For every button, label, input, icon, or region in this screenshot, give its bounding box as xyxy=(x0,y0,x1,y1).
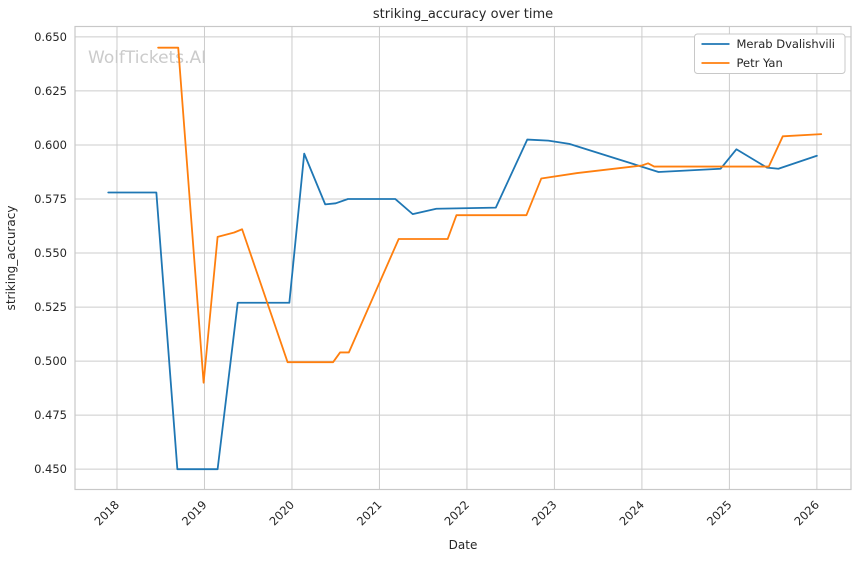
y-tick-label: 0.500 xyxy=(34,354,67,368)
grid xyxy=(75,26,851,490)
y-axis-label: striking_accuracy xyxy=(4,206,18,311)
y-tick-label: 0.450 xyxy=(34,462,67,476)
legend: Merab Dvalishvili Petr Yan xyxy=(694,33,846,74)
y-tick-label: 0.525 xyxy=(34,300,67,314)
y-tick-label: 0.650 xyxy=(34,30,67,44)
legend-label: Petr Yan xyxy=(737,56,783,70)
legend-box xyxy=(694,33,846,74)
legend-label: Merab Dvalishvili xyxy=(737,37,836,51)
y-tick-label: 0.575 xyxy=(34,192,67,206)
y-tick-label: 0.600 xyxy=(34,138,67,152)
series-line-petr-yan xyxy=(157,46,823,384)
series-line-merab-dvalishvili xyxy=(107,138,818,471)
plot-border xyxy=(74,25,852,491)
y-tick-label: 0.550 xyxy=(34,246,67,260)
y-tick-label: 0.625 xyxy=(34,84,67,98)
chart-title: striking_accuracy over time xyxy=(373,7,553,22)
y-tick-label: 0.475 xyxy=(34,408,67,422)
watermark-text: WolfTickets.AI xyxy=(88,48,206,68)
x-axis-label: Date xyxy=(449,538,478,552)
